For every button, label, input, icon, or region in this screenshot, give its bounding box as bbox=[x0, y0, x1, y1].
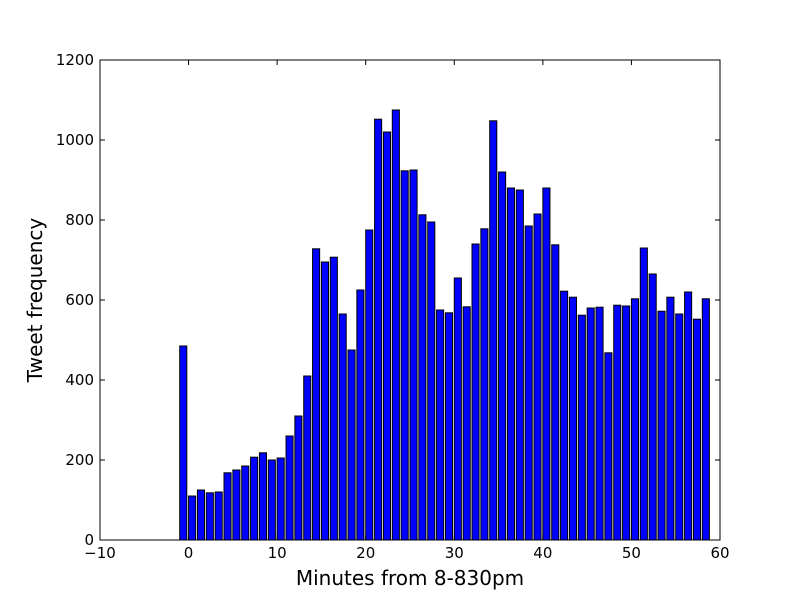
bar bbox=[506, 187, 516, 541]
bar bbox=[285, 435, 294, 541]
bar bbox=[577, 314, 586, 541]
bar bbox=[586, 307, 595, 541]
bar bbox=[622, 305, 631, 541]
bar bbox=[657, 310, 666, 541]
plot-frame bbox=[99, 59, 721, 541]
x-tick-label: 60 bbox=[710, 544, 729, 562]
bar bbox=[374, 118, 383, 541]
bar bbox=[338, 313, 347, 541]
bar bbox=[427, 221, 436, 541]
bar bbox=[250, 456, 259, 541]
x-tick-label: 30 bbox=[445, 544, 464, 562]
bar bbox=[214, 491, 223, 541]
y-tick-label: 800 bbox=[65, 211, 94, 229]
y-tick-label: 1200 bbox=[56, 51, 94, 69]
bar bbox=[524, 225, 533, 541]
bar bbox=[595, 306, 604, 541]
bar bbox=[258, 452, 268, 541]
bar bbox=[241, 465, 250, 541]
bar bbox=[329, 256, 338, 541]
bar bbox=[462, 306, 471, 541]
bar bbox=[692, 318, 702, 541]
bar bbox=[303, 375, 312, 541]
bar bbox=[444, 312, 454, 541]
y-tick-label: 600 bbox=[65, 291, 94, 309]
bar bbox=[188, 495, 197, 541]
bar bbox=[701, 298, 710, 541]
bar bbox=[223, 472, 232, 541]
bar bbox=[568, 296, 578, 541]
bar bbox=[312, 248, 321, 541]
bar bbox=[515, 189, 524, 541]
bar bbox=[666, 296, 675, 541]
x-tick-label: −10 bbox=[84, 544, 116, 562]
bar bbox=[276, 457, 285, 541]
bar bbox=[418, 214, 427, 541]
x-tick-label: 20 bbox=[356, 544, 375, 562]
bar bbox=[409, 169, 418, 541]
x-tick-label: 10 bbox=[268, 544, 287, 562]
bar bbox=[232, 469, 241, 541]
bar bbox=[196, 489, 206, 541]
bar bbox=[480, 228, 489, 541]
bar bbox=[267, 459, 276, 541]
bar bbox=[400, 170, 409, 541]
bar bbox=[533, 213, 542, 541]
bar bbox=[498, 171, 507, 541]
bar bbox=[489, 120, 498, 541]
y-tick-label: 0 bbox=[84, 531, 94, 549]
bar bbox=[365, 229, 374, 541]
y-tick-label: 400 bbox=[65, 371, 94, 389]
bar bbox=[551, 244, 560, 541]
y-axis-title: Tweet frequency bbox=[23, 218, 47, 384]
bar bbox=[320, 261, 330, 541]
bar bbox=[436, 309, 445, 541]
x-tick-label: 0 bbox=[184, 544, 194, 562]
bar bbox=[205, 492, 214, 541]
bar bbox=[648, 273, 657, 541]
bar bbox=[179, 345, 188, 541]
x-tick-label: 50 bbox=[622, 544, 641, 562]
bar bbox=[294, 415, 303, 541]
y-tick-label: 200 bbox=[65, 451, 94, 469]
bar bbox=[471, 243, 480, 541]
bar bbox=[347, 349, 356, 541]
bar bbox=[453, 277, 462, 541]
bar bbox=[613, 304, 622, 541]
bar bbox=[560, 290, 569, 541]
bar bbox=[391, 109, 400, 541]
x-tick-label: 40 bbox=[533, 544, 552, 562]
bar bbox=[382, 131, 392, 541]
bar bbox=[684, 291, 693, 541]
bar bbox=[542, 187, 551, 541]
x-axis-title: Minutes from 8-830pm bbox=[296, 566, 524, 590]
bar bbox=[604, 352, 613, 541]
bar bbox=[639, 247, 648, 541]
bar bbox=[630, 298, 640, 541]
y-tick-label: 1000 bbox=[56, 131, 94, 149]
bar bbox=[356, 289, 365, 541]
bar bbox=[675, 313, 684, 541]
